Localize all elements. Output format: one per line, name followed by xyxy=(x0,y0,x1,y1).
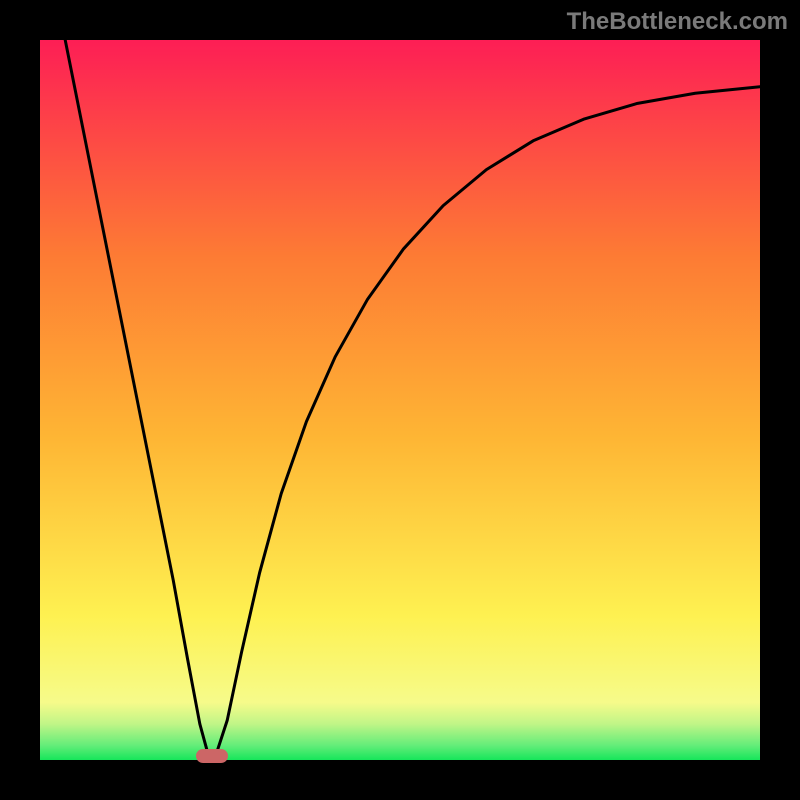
bottleneck-curve xyxy=(40,40,760,760)
watermark-text: TheBottleneck.com xyxy=(567,8,788,36)
curve-path xyxy=(65,40,760,756)
minimum-marker xyxy=(196,749,228,763)
plot-area xyxy=(40,40,760,760)
